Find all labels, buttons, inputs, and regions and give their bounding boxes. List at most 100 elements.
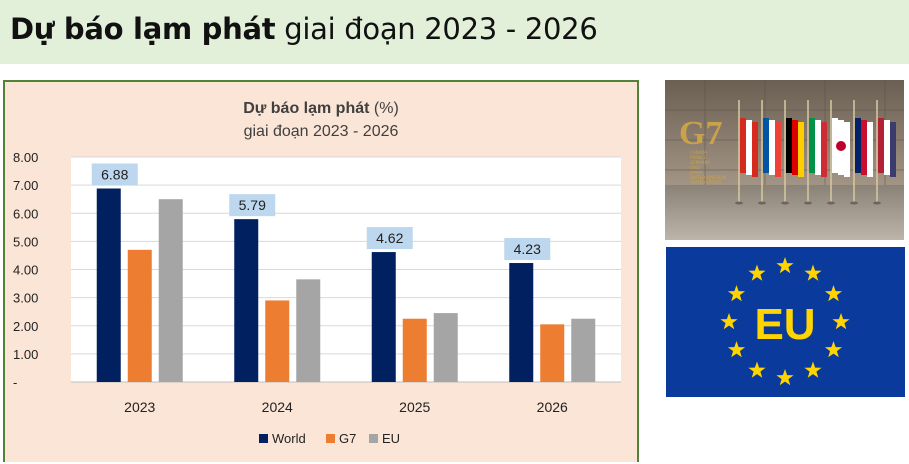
eu-star-icon bbox=[804, 361, 822, 378]
y-tick-label: 6.00 bbox=[13, 206, 38, 221]
eu-star-icon bbox=[748, 361, 766, 378]
flag-base bbox=[850, 201, 858, 205]
data-label-2023: 6.88 bbox=[101, 167, 128, 183]
data-label-box bbox=[504, 238, 551, 261]
bar-eu-2024 bbox=[296, 279, 321, 382]
flag-base bbox=[873, 201, 881, 205]
x-tick-label-2026: 2026 bbox=[537, 399, 568, 415]
flag-stripe bbox=[763, 118, 769, 173]
flag-disc bbox=[836, 141, 846, 151]
data-label-box bbox=[366, 227, 413, 250]
data-label-box bbox=[229, 194, 276, 217]
flag-stripe bbox=[775, 122, 781, 177]
flag-base bbox=[804, 201, 812, 205]
chart-panel: Dự báo lạm phát (%) giai đoạn 2023 - 2026… bbox=[3, 80, 639, 462]
legend-label-g7: G7 bbox=[339, 431, 356, 446]
legend-label-eu: EU bbox=[382, 431, 400, 446]
y-tick-label: 8.00 bbox=[13, 150, 38, 165]
g7-country-text: ITALY bbox=[690, 165, 701, 170]
g7-country-text: CANADA bbox=[690, 150, 707, 155]
y-tick-label: 5.00 bbox=[13, 234, 38, 249]
eu-star-icon bbox=[748, 264, 766, 281]
eu-star-icon bbox=[727, 285, 746, 302]
g7-country-text: FRANCE bbox=[690, 155, 706, 160]
eu-star-icon bbox=[727, 341, 746, 358]
data-label-2024: 5.79 bbox=[239, 197, 266, 213]
bar-world-2026 bbox=[509, 263, 534, 382]
flag-stripe bbox=[821, 122, 827, 177]
flag-stripe bbox=[861, 120, 867, 175]
eu-flag-image: EU bbox=[666, 247, 905, 397]
flag-base bbox=[735, 201, 743, 205]
flag-stripe bbox=[752, 122, 758, 177]
g7-country-text: GERMANY bbox=[690, 160, 711, 165]
legend-swatch-g7 bbox=[326, 434, 335, 443]
flag-stripe bbox=[740, 118, 746, 173]
g7-country-text: JAPAN bbox=[689, 170, 702, 175]
header-banner: Dự báo lạm phát giai đoạn 2023 - 2026 bbox=[0, 0, 909, 64]
bar-eu-2025 bbox=[433, 313, 458, 382]
g7-country-text: UNITED KINGDOM bbox=[690, 175, 727, 180]
y-tick-label: - bbox=[13, 375, 17, 390]
page-title-rest: giai đoạn 2023 - 2026 bbox=[284, 12, 598, 46]
x-tick-label-2023: 2023 bbox=[124, 399, 155, 415]
legend-swatch-eu bbox=[369, 434, 378, 443]
flag-stripe bbox=[884, 120, 890, 175]
y-tick-label: 4.00 bbox=[13, 263, 38, 278]
flag-stripe bbox=[792, 120, 798, 175]
bar-g7-2026 bbox=[540, 324, 565, 382]
page-title-bold: Dự báo lạm phát bbox=[10, 12, 276, 46]
flag-stripe bbox=[832, 118, 838, 173]
flag-stripe bbox=[867, 122, 873, 177]
chart-title: Dự báo lạm phát (%) bbox=[243, 100, 399, 117]
eu-star-icon bbox=[804, 264, 822, 281]
bar-g7-2023 bbox=[127, 249, 152, 382]
flag-base bbox=[758, 201, 766, 205]
x-tick-label-2024: 2024 bbox=[262, 399, 293, 415]
chart-title-unit: (%) bbox=[374, 100, 399, 117]
data-label-2025: 4.62 bbox=[376, 230, 403, 246]
bar-g7-2024 bbox=[265, 300, 290, 382]
eu-star-icon bbox=[832, 313, 850, 330]
data-label-box bbox=[91, 163, 138, 186]
flag-stripe bbox=[844, 122, 850, 177]
flag-stripe bbox=[798, 122, 804, 177]
g7-country-text: UNITED STATES bbox=[690, 180, 721, 185]
bar-eu-2023 bbox=[158, 199, 183, 382]
bar-g7-2025 bbox=[402, 318, 427, 382]
flag-stripe bbox=[878, 118, 884, 173]
eu-flag-illustration: EU bbox=[720, 257, 850, 386]
page-title: Dự báo lạm phát giai đoạn 2023 - 2026 bbox=[10, 12, 598, 46]
flag-base bbox=[781, 201, 789, 205]
bar-world-2025 bbox=[371, 252, 396, 382]
flag-stripe bbox=[746, 120, 752, 175]
y-tick-label: 1.00 bbox=[13, 347, 38, 362]
eu-star-icon bbox=[824, 285, 843, 302]
flag-stripe bbox=[890, 122, 896, 177]
chart-title-bold: Dự báo lạm phát bbox=[243, 100, 374, 117]
eu-star-icon bbox=[776, 257, 794, 274]
inflation-chart: Dự báo lạm phát (%) giai đoạn 2023 - 2026… bbox=[13, 100, 621, 446]
legend-swatch-world bbox=[259, 434, 268, 443]
y-tick-label: 2.00 bbox=[13, 319, 38, 334]
x-tick-label-2025: 2025 bbox=[399, 399, 430, 415]
data-label-2026: 4.23 bbox=[514, 241, 541, 257]
eu-logo-text: EU bbox=[754, 300, 815, 349]
bar-world-2024 bbox=[234, 219, 259, 382]
flag-stripe bbox=[786, 118, 792, 173]
flag-base bbox=[827, 201, 835, 205]
g7-logo-text: G7 bbox=[679, 115, 722, 152]
bar-eu-2026 bbox=[571, 318, 596, 382]
g7-flags-image: G7 CANADA FRANCE GERMANY ITALY JAPAN UNITED K… bbox=[665, 80, 904, 240]
flag-stripe bbox=[809, 118, 815, 173]
eu-star-icon bbox=[824, 341, 843, 358]
flag-stripe bbox=[815, 120, 821, 175]
flag-stripe bbox=[769, 120, 775, 175]
eu-star-icon bbox=[720, 313, 738, 330]
chart-subtitle: giai đoạn 2023 - 2026 bbox=[244, 123, 399, 140]
flag-stripe bbox=[855, 118, 861, 173]
eu-star-icon bbox=[776, 369, 794, 386]
y-tick-label: 3.00 bbox=[13, 291, 38, 306]
y-tick-label: 7.00 bbox=[13, 178, 38, 193]
